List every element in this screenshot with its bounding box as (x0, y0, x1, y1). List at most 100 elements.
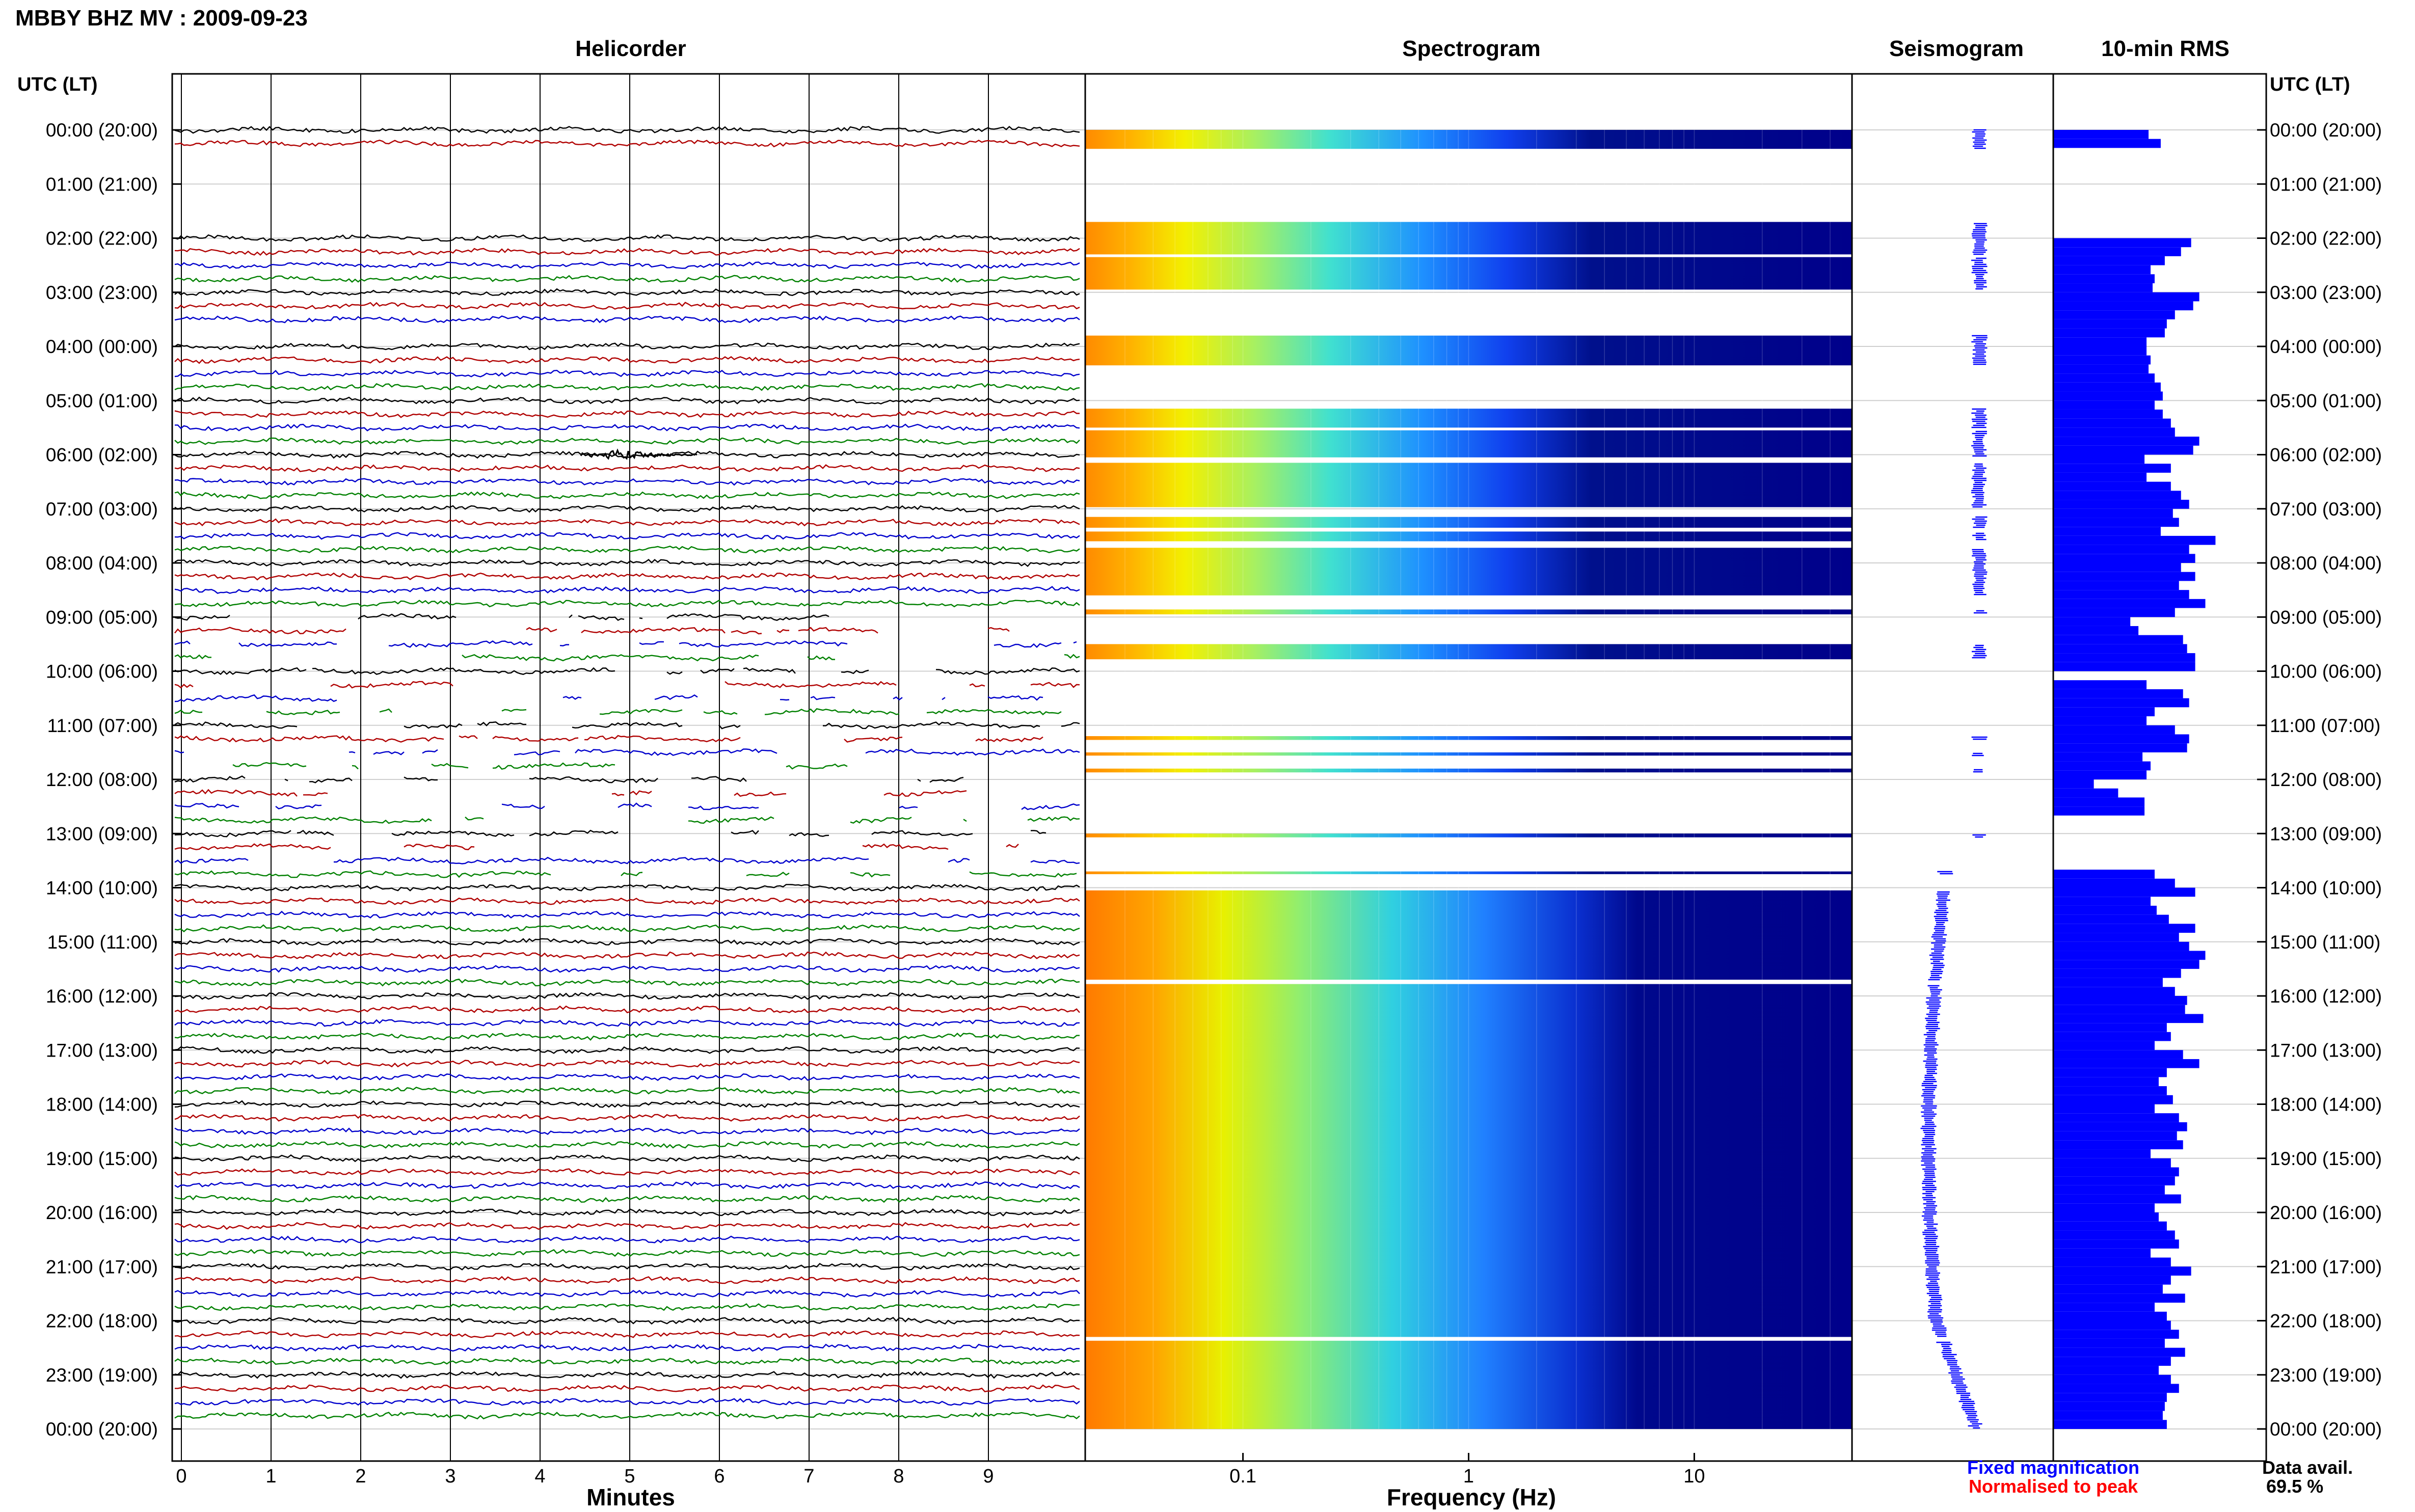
minute-tick-label: 9 (983, 1466, 994, 1487)
rms-bar (2053, 905, 2157, 915)
helicorder-trace (174, 681, 1080, 689)
rms-bar (2053, 437, 2199, 446)
rms-bar (2053, 139, 2161, 148)
rms-bar (2053, 1420, 2167, 1429)
helicorder-trace (174, 816, 1080, 824)
time-tick-label-left: 03:00 (23:00) (46, 282, 158, 303)
helicorder-trace (174, 667, 1080, 675)
helicorder-trace (174, 1289, 1080, 1298)
helicorder-trace (174, 464, 1080, 472)
rms-bar (2053, 1212, 2159, 1222)
rms-bar (2053, 680, 2147, 689)
helicorder-trace (174, 951, 1080, 960)
rms-bar (2053, 1393, 2167, 1402)
rms-bar (2053, 337, 2147, 346)
helicorder-trace (174, 139, 1080, 148)
rms-bar (2053, 1167, 2179, 1177)
helicorder-trace (174, 572, 1080, 581)
rms-bar (2053, 788, 2118, 798)
rms-bar (2053, 1275, 2171, 1285)
helicorder-trace (174, 1114, 1080, 1122)
rms-bar (2053, 464, 2171, 473)
rms-bar (2053, 301, 2193, 311)
rms-bar (2053, 1248, 2151, 1258)
rms-bar (2053, 941, 2189, 951)
time-tick-label-left: 12:00 (08:00) (46, 769, 158, 790)
rms-bar (2053, 364, 2149, 374)
time-tick-label-right: 00:00 (20:00) (2270, 1419, 2382, 1440)
spectrogram-band (1085, 130, 1852, 149)
rms-bar (2053, 951, 2206, 960)
rms-bar (2053, 914, 2169, 924)
time-tick-label-left: 02:00 (22:00) (46, 228, 158, 249)
seismogram-frame (1851, 73, 2054, 1462)
rms-bar (2053, 256, 2165, 265)
rms-bar (2053, 1347, 2185, 1357)
rms-bar (2053, 1095, 2173, 1104)
spectrogram-band (1085, 890, 1852, 980)
rms-bar (2053, 1221, 2167, 1231)
helicorder-trace (174, 1276, 1080, 1284)
rms-bar (2053, 878, 2175, 888)
time-tick-label-right: 09:00 (05:00) (2270, 607, 2382, 628)
seismogram-panel (1920, 129, 1988, 1429)
rms-bar (2053, 563, 2181, 572)
rms-bar (2053, 491, 2181, 500)
spectrogram-band (1085, 736, 1852, 740)
rms-bar (2053, 1330, 2179, 1339)
frequency-tick-label: 10 (1683, 1466, 1705, 1487)
time-tick-label-left: 10:00 (06:00) (46, 661, 158, 682)
time-tick-label-right: 05:00 (01:00) (2270, 390, 2382, 411)
spectrogram-band (1085, 463, 1852, 507)
helicorder-trace (174, 978, 1080, 987)
helicorder-trace (174, 1127, 1080, 1136)
rms-bar (2053, 508, 2173, 518)
rms-bar (2053, 1357, 2171, 1366)
rms-bar (2053, 779, 2094, 789)
helicorder-trace (174, 1073, 1080, 1081)
rms-bar (2053, 1239, 2179, 1249)
helicorder-trace (174, 546, 1080, 554)
rms-bar (2053, 1185, 2165, 1195)
time-tick-label-left: 16:00 (12:00) (46, 986, 158, 1007)
rms-bar (2053, 1122, 2187, 1131)
time-tick-label-right: 01:00 (21:00) (2270, 174, 2382, 195)
rms-bar (2053, 265, 2151, 275)
minute-tick-label: 3 (445, 1466, 455, 1487)
helicorder-trace (174, 1222, 1080, 1230)
rms-bar (2053, 1203, 2155, 1212)
time-tick-label-left: 00:00 (20:00) (46, 1419, 158, 1440)
minutes-axis-label: Minutes (586, 1484, 675, 1509)
helicorder-trace (174, 748, 1080, 756)
rms-bar (2053, 626, 2139, 635)
rms-bar (2053, 644, 2187, 654)
helicorder-trace (174, 1303, 1080, 1311)
rms-bar (2053, 545, 2189, 554)
axes: 0 1 2 3 4 5 6 7 8 9 0.1 1 10 (171, 73, 2267, 1487)
rms-bar (2053, 743, 2187, 752)
helicorder-trace (174, 1033, 1080, 1041)
normalised-to-peak-note: Normalised to peak (1969, 1476, 2138, 1497)
helicorder-trace (174, 437, 1080, 445)
helicorder-trace (174, 369, 1080, 377)
rms-bar (2053, 554, 2195, 563)
helicorder-trace (174, 396, 1080, 404)
minute-tick-label: 5 (624, 1466, 635, 1487)
rms-bar (2053, 1284, 2163, 1294)
time-tick-label-right: 17:00 (13:00) (2270, 1040, 2382, 1061)
rms-bar (2053, 707, 2155, 717)
helicorder-trace (174, 504, 1080, 513)
helicorder-trace (174, 356, 1080, 364)
rms-bar (2053, 355, 2151, 365)
helicorder-trace (174, 938, 1080, 946)
helicorder-trace (174, 1019, 1080, 1027)
time-tick-label-right: 16:00 (12:00) (2270, 986, 2382, 1007)
minute-tick-label: 1 (265, 1466, 276, 1487)
rms-bar (2053, 292, 2199, 302)
rms-bar (2053, 1384, 2179, 1393)
spectrogram-band (1085, 833, 1852, 838)
frequency-tick-label: 0.1 (1229, 1466, 1256, 1487)
seismogram-panel-title: Seismogram (1889, 36, 2024, 61)
rms-bar (2053, 346, 2147, 356)
